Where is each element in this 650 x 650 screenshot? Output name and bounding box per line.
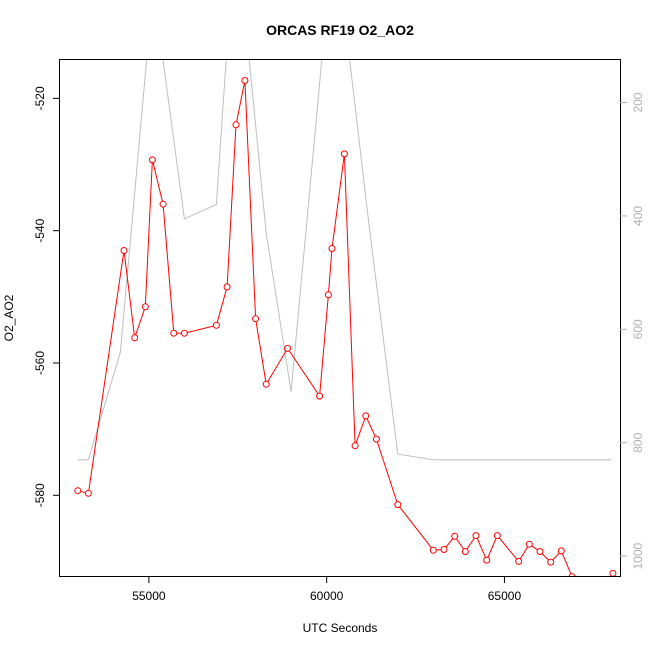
chart-title: ORCAS RF19 O2_AO2 [266, 22, 414, 38]
data-point [429, 546, 437, 554]
y2-tick-label: 200 [631, 92, 645, 112]
y2-tick-label: 1000 [631, 542, 645, 569]
data-point [568, 573, 576, 576]
data-point [316, 392, 324, 400]
y2-tick-label: 800 [631, 432, 645, 452]
y2-tick-label: 600 [631, 319, 645, 339]
data-point [223, 283, 231, 291]
y-tick-label: -560 [33, 351, 47, 375]
plot-frame [59, 59, 621, 577]
x-axis: 55000 60000 65000 [132, 576, 521, 603]
data-point [547, 558, 555, 566]
x-axis-label: UTC Seconds [303, 621, 378, 635]
data-point [609, 569, 617, 576]
data-point [580, 578, 586, 584]
data-point [74, 487, 82, 495]
data-point [372, 435, 380, 443]
y-axis-label: O2_AO2 [2, 294, 16, 341]
data-point [440, 546, 448, 553]
y-axis: -580 -560 -540 -520 [33, 86, 60, 507]
data-point [241, 77, 249, 84]
y-tick-label: -540 [33, 218, 47, 242]
data-point [601, 589, 607, 595]
data-point [340, 150, 348, 158]
o2-series-layer [74, 77, 617, 595]
y-tick-label: -580 [33, 483, 47, 507]
pressure-series [77, 60, 612, 461]
data-point [252, 315, 260, 323]
data-point [180, 329, 188, 337]
data-point [212, 321, 220, 329]
data-point [394, 501, 402, 509]
y-tick-label: -520 [33, 86, 47, 110]
data-point [131, 334, 139, 342]
data-point [159, 200, 167, 208]
data-point [351, 442, 359, 450]
data-point [148, 156, 156, 164]
y2-tick-label: 400 [631, 206, 645, 226]
data-point [483, 556, 491, 564]
data-point [525, 540, 533, 548]
series-line [77, 80, 614, 576]
data-point [515, 557, 523, 565]
x-tick-label: 65000 [488, 589, 522, 603]
data-point [328, 245, 336, 252]
data-point [141, 303, 149, 311]
data-point [472, 532, 480, 540]
data-point [461, 548, 469, 555]
x-tick-label: 55000 [132, 589, 166, 603]
y2-axis: 1000 800 600 400 200 [620, 92, 645, 570]
data-point [84, 489, 92, 497]
data-point [262, 380, 270, 388]
data-point [536, 548, 544, 555]
series-line [77, 60, 612, 461]
data-point [557, 547, 565, 555]
x-tick-label: 60000 [310, 589, 344, 603]
o2-series [74, 77, 617, 595]
data-point [232, 121, 240, 129]
data-point [362, 412, 370, 420]
data-point [170, 329, 178, 337]
data-point [324, 291, 332, 299]
pressure-series-layer [77, 60, 612, 461]
data-point [451, 532, 459, 540]
data-point [493, 532, 501, 540]
data-point [284, 344, 292, 352]
data-point [120, 247, 128, 254]
